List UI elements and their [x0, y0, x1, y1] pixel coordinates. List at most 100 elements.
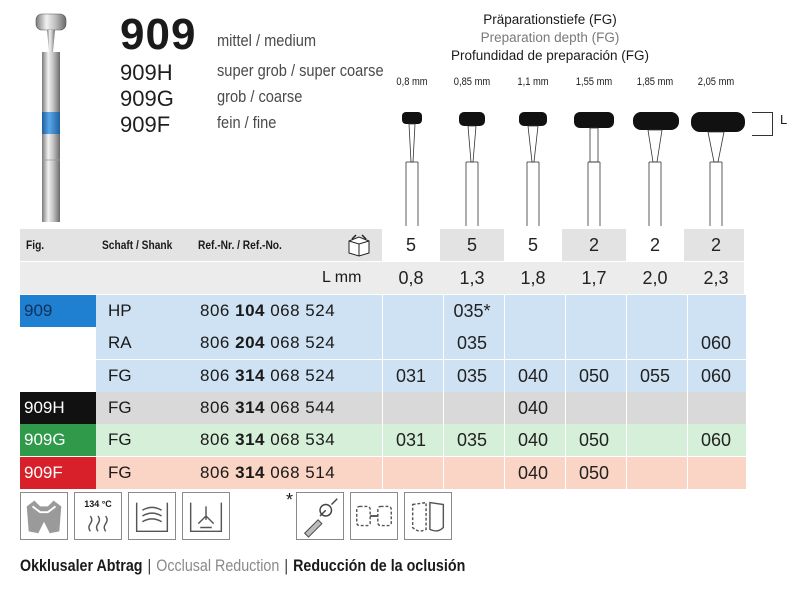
variant-909f: 909F [120, 112, 171, 137]
ref-number: 806 314 068 544 [200, 392, 335, 424]
length-row: L mm 0,8 1,3 1,8 1,7 2,0 2,3 [20, 262, 744, 294]
shank-type: HP [108, 301, 132, 320]
package-box-icon [348, 234, 370, 257]
veneer-icon [404, 492, 452, 540]
head-profile-icon [459, 112, 485, 226]
shank-type: FG [108, 462, 132, 482]
head-profile-icon [633, 112, 679, 226]
header-shank: Schaft / Shank [102, 238, 173, 252]
size-code: 050 [578, 365, 610, 386]
size-code: 035* [453, 301, 491, 321]
header-ref: Ref.-Nr. / Ref.-No. [198, 238, 282, 252]
size-code [687, 392, 745, 424]
ref-suffix: 068 524 [270, 333, 336, 353]
model-number: 909 [120, 10, 197, 59]
caption-separator: | [284, 556, 289, 575]
length-value: 2,3 [703, 268, 729, 288]
length-value: 1,3 [459, 268, 485, 288]
length-bracket [752, 112, 773, 136]
caption-en: Occlusal Reduction [156, 556, 280, 575]
size-code [626, 392, 684, 424]
fig-tag: 909H [20, 391, 96, 424]
head-profile-icon [574, 112, 614, 226]
fig-tag: 909F [20, 456, 96, 489]
grit-fine: fein / fine [217, 113, 277, 132]
application-caption: Okklusaler Abtrag | Occlusal Reduction | Red… [20, 556, 465, 576]
size-code: 040 [517, 397, 549, 418]
caption-separator: | [147, 556, 152, 575]
caption-de: Okklusaler Abtrag [20, 556, 143, 575]
pack-qty: 2 [649, 235, 660, 255]
l-mm-label: L mm [322, 269, 362, 286]
ref-shank-code: 314 [235, 462, 265, 482]
crown-bridge-icon [350, 492, 398, 540]
ref-number: 806 104 068 524 [200, 295, 335, 327]
ref-number: 806 314 068 514 [200, 457, 335, 489]
fig-tag: 909G [20, 424, 96, 457]
size-code: 050 [578, 462, 610, 483]
table-row: 909 HP 806 104 068 524 035* [20, 295, 746, 327]
handpiece-icon [296, 492, 344, 540]
ref-shank-code: 204 [235, 333, 265, 353]
size-code [626, 424, 684, 456]
shank-type: FG [108, 365, 132, 385]
size-code: 035 [456, 365, 488, 386]
size-code [626, 327, 684, 359]
depth-label: 1,85 mm [636, 76, 674, 88]
sterilization-134c-icon: 134 °C [74, 492, 122, 540]
size-code: 050 [578, 430, 610, 451]
fig-tag: 909 [20, 295, 96, 327]
size-code: 031 [395, 430, 427, 451]
table-header-row: Fig. Schaft / Shank Ref.-Nr. / Ref.-No. … [20, 229, 744, 261]
depth-label: 1,55 mm [575, 76, 613, 88]
ref-number: 806 314 068 534 [200, 424, 335, 456]
ref-prefix: 806 [200, 430, 230, 450]
ref-prefix: 806 [200, 365, 230, 385]
size-code: 035 [456, 333, 488, 354]
header-fig: Fig. [26, 238, 45, 252]
length-value: 2,0 [642, 268, 668, 288]
size-code: 060 [700, 430, 732, 451]
size-code [382, 295, 440, 327]
grit-coarse: grob / coarse [217, 87, 303, 106]
table-row: 909G FG 806 314 068 534 031 035 040 050 060 [20, 424, 746, 457]
length-value: 0,8 [398, 268, 424, 288]
ref-number: 806 314 068 524 [200, 360, 335, 392]
shank-type: FG [108, 397, 132, 417]
size-code [565, 392, 623, 424]
length-value: 1,7 [581, 268, 607, 288]
size-code [504, 327, 562, 359]
size-code [626, 295, 684, 327]
ref-prefix: 806 [200, 462, 230, 482]
pack-qty: 5 [466, 235, 477, 255]
ref-suffix: 068 514 [270, 462, 336, 482]
sterilization-temp: 134 °C [84, 499, 112, 509]
head-profile-icon [402, 112, 422, 226]
table-row: 909F FG 806 314 068 514 040 050 [20, 456, 746, 489]
size-code [443, 392, 501, 424]
ref-number: 806 204 068 524 [200, 327, 335, 359]
shank-type: FG [108, 430, 132, 450]
size-code: 040 [517, 365, 549, 386]
variant-909h: 909H [120, 60, 173, 85]
ultrasonic-bath-icon [128, 492, 176, 540]
head-profile-icon [691, 112, 745, 226]
size-code [382, 457, 440, 489]
head-profile-icon [519, 112, 547, 226]
size-code [565, 327, 623, 359]
depth-label: 0,85 mm [453, 76, 491, 88]
size-code: 060 [700, 365, 732, 386]
variant-909g: 909G [120, 86, 174, 111]
size-code: 031 [395, 365, 427, 386]
grit-medium: mittel / medium [217, 31, 317, 50]
pack-qty: 2 [588, 235, 599, 255]
ref-suffix: 068 544 [270, 397, 336, 417]
size-code: 040 [517, 462, 549, 483]
shank-type: RA [108, 333, 132, 353]
ref-shank-code: 104 [235, 301, 265, 320]
size-code [687, 457, 745, 489]
length-value: 1,8 [520, 268, 546, 288]
ref-suffix: 068 524 [270, 365, 336, 385]
pack-qty: 5 [405, 235, 416, 255]
ref-prefix: 806 [200, 301, 230, 320]
